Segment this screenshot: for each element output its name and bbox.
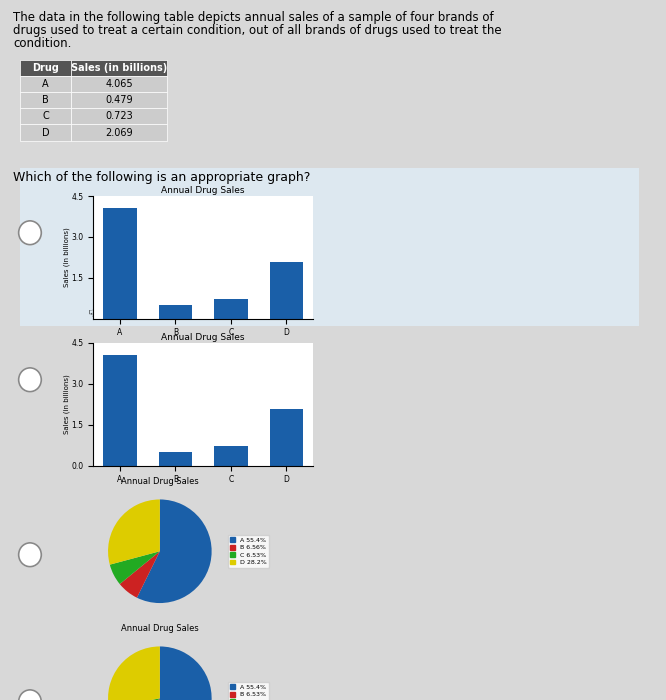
- Bar: [103, 208, 137, 318]
- Bar: [20, 125, 71, 141]
- Text: 4.065: 4.065: [105, 79, 133, 89]
- Bar: [71, 60, 166, 76]
- Wedge shape: [137, 500, 212, 603]
- Bar: [71, 92, 166, 108]
- Text: B: B: [42, 95, 49, 105]
- Text: The data in the following table depicts annual sales of a sample of four brands : The data in the following table depicts …: [13, 10, 494, 24]
- Bar: [71, 76, 166, 92]
- Text: 0.723: 0.723: [105, 111, 133, 121]
- Text: 2.069: 2.069: [105, 127, 133, 138]
- Wedge shape: [108, 646, 160, 700]
- Text: D: D: [42, 127, 49, 138]
- Bar: [20, 76, 71, 92]
- Text: A: A: [43, 79, 49, 89]
- Y-axis label: Sales (in billions): Sales (in billions): [63, 228, 70, 287]
- Text: Drug: Drug: [32, 62, 59, 73]
- Bar: [159, 305, 192, 318]
- Wedge shape: [109, 699, 160, 700]
- Y-axis label: Sales (in billions): Sales (in billions): [63, 374, 70, 434]
- Bar: [214, 446, 248, 466]
- Text: ☞: ☞: [85, 309, 95, 317]
- Title: Annual Drug Sales: Annual Drug Sales: [161, 333, 245, 342]
- Bar: [71, 125, 166, 141]
- Legend: A 55.4%, B 6.53%, C 9.56%, D 28.2%: A 55.4%, B 6.53%, C 9.56%, D 28.2%: [228, 682, 270, 700]
- Bar: [270, 410, 303, 466]
- Wedge shape: [120, 552, 160, 598]
- Bar: [20, 108, 71, 125]
- Bar: [103, 355, 137, 466]
- Text: C: C: [42, 111, 49, 121]
- Text: Sales (in billions): Sales (in billions): [71, 62, 167, 73]
- Title: Annual Drug Sales: Annual Drug Sales: [161, 186, 245, 195]
- Text: drugs used to treat a certain condition, out of all brands of drugs used to trea: drugs used to treat a certain condition,…: [13, 24, 502, 37]
- Title: Annual Drug Sales: Annual Drug Sales: [121, 624, 198, 633]
- Wedge shape: [124, 699, 160, 700]
- Wedge shape: [108, 500, 160, 565]
- Text: 0.479: 0.479: [105, 95, 133, 105]
- Wedge shape: [110, 552, 160, 584]
- Bar: [270, 262, 303, 318]
- Bar: [159, 452, 192, 466]
- Wedge shape: [142, 647, 212, 700]
- Bar: [20, 60, 71, 76]
- Title: Annual Drug Sales: Annual Drug Sales: [121, 477, 198, 486]
- Bar: [71, 108, 166, 125]
- Bar: [20, 92, 71, 108]
- Text: Which of the following is an appropriate graph?: Which of the following is an appropriate…: [13, 172, 311, 185]
- Text: condition.: condition.: [13, 37, 72, 50]
- Legend: A 55.4%, B 6.56%, C 6.53%, D 28.2%: A 55.4%, B 6.56%, C 6.53%, D 28.2%: [228, 535, 270, 568]
- Bar: [214, 299, 248, 318]
